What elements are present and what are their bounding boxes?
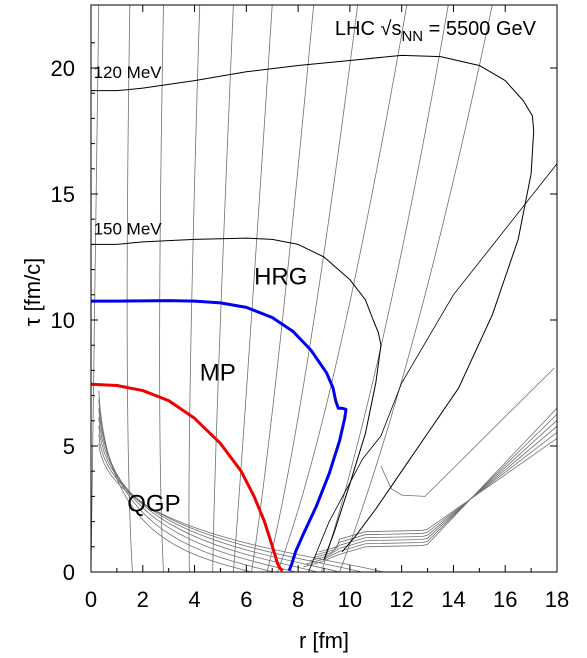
x-tick-label: 10 <box>338 587 362 612</box>
y-tick-label: 5 <box>63 434 75 459</box>
x-tick-label: 8 <box>292 587 304 612</box>
title-subscript: NN <box>401 28 423 45</box>
flow-line <box>212 5 234 572</box>
y-tick-label: 20 <box>51 56 75 81</box>
series-line-3 <box>91 382 284 572</box>
flow-line <box>159 5 164 572</box>
isotherm-label: 150 MeV <box>94 219 163 238</box>
y-tick-label: 10 <box>51 308 75 333</box>
region-label: HRG <box>254 264 307 291</box>
flow-lines <box>91 5 557 572</box>
isotherm-arc <box>98 390 252 572</box>
series-line-2 <box>91 299 348 572</box>
x-tick-label: 18 <box>545 587 569 612</box>
x-axis-title: r [fm] <box>299 628 349 653</box>
x-tick-label: 2 <box>137 587 149 612</box>
y-tick-label: 15 <box>51 182 75 207</box>
axis-ticks <box>90 5 558 573</box>
isotherm-bundle-line <box>309 420 557 562</box>
flow-line <box>266 5 359 572</box>
flow-line <box>126 5 133 572</box>
isotherm-arc <box>98 434 362 572</box>
flow-line <box>251 5 315 572</box>
chart-title: LHC √sNN = 5500 GeV <box>335 18 537 45</box>
isotherm-curves <box>91 54 535 572</box>
region-label: MP <box>200 359 236 386</box>
flow-line <box>339 5 493 572</box>
axis-tick-labels: 0 2 4 6 8 10 12 14 16 18 0 5 10 15 20 <box>51 56 570 612</box>
isotherm-arc <box>98 399 274 572</box>
x-tick-label: 0 <box>85 587 97 612</box>
x-tick-label: 6 <box>240 587 252 612</box>
title-main: LHC √s <box>335 18 402 40</box>
isotherm-bundle-line <box>312 426 557 559</box>
isotherm-label: 120 MeV <box>94 63 163 82</box>
region-label: QGP <box>127 491 180 518</box>
isotherm-line <box>380 367 555 497</box>
isotherm-bundle-line <box>315 432 557 556</box>
title-tail: = 5500 GeV <box>423 18 537 40</box>
y-axis-title: τ [fm/c] <box>20 258 45 327</box>
series-line-1 <box>91 237 382 560</box>
region-labels: HRG MP QGP <box>127 264 307 518</box>
series-line-0 <box>91 54 535 553</box>
flow-line <box>91 5 100 572</box>
y-tick-label: 0 <box>63 560 75 585</box>
x-tick-label: 12 <box>389 587 413 612</box>
isotherm-line <box>308 163 557 572</box>
flow-line <box>277 5 408 572</box>
isotherm-bundle-line <box>318 438 557 553</box>
isotherm-arc <box>98 425 340 572</box>
isotherm-bundle-line <box>303 407 557 568</box>
isotherm-arc <box>98 443 384 572</box>
isotherm-bundle-line <box>306 413 557 565</box>
isotherm-arc <box>98 416 318 572</box>
flow-line <box>321 5 449 572</box>
isotherm-labels: 120 MeV 150 MeV <box>94 63 163 238</box>
x-tick-label: 4 <box>188 587 200 612</box>
x-tick-label: 16 <box>493 587 517 612</box>
flow-line <box>232 5 273 572</box>
isotherm-arc <box>98 408 296 572</box>
x-tick-label: 14 <box>441 587 465 612</box>
flow-line <box>188 5 201 572</box>
